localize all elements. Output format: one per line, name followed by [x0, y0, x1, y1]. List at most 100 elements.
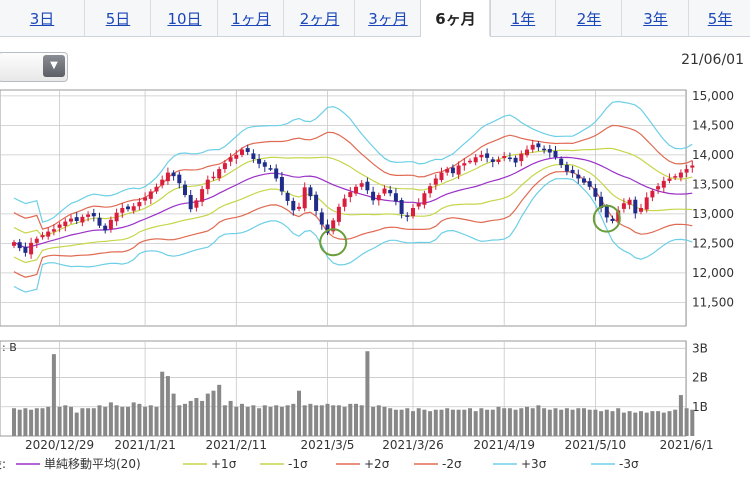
tab-period-10[interactable]: 5年	[688, 0, 750, 36]
volume-bar	[165, 376, 170, 436]
volume-bar	[12, 408, 16, 436]
volume-bar	[297, 390, 301, 436]
candle-body	[468, 160, 472, 163]
tab-period-8[interactable]: 2年	[555, 0, 622, 36]
tab-period-5[interactable]: 3ヶ月	[354, 0, 421, 36]
volume-bar	[251, 405, 256, 436]
volume-bar	[17, 409, 22, 436]
candle-body	[650, 190, 655, 198]
volume-bar	[496, 406, 501, 436]
candle-body	[559, 158, 564, 165]
volume-bar	[51, 354, 56, 436]
minus-3-sigma-line	[13, 177, 693, 293]
volume-bar	[416, 408, 421, 436]
volume-bar	[148, 405, 153, 436]
candle-body	[120, 208, 125, 213]
volume-bar	[490, 409, 495, 436]
volume-bar	[667, 411, 672, 436]
candle-body	[525, 149, 529, 156]
volume-bar	[63, 405, 68, 436]
volume-bar	[97, 405, 102, 436]
volume-bar	[205, 393, 210, 436]
volume-bar	[137, 403, 142, 436]
volume-bar	[450, 409, 455, 436]
candle-body	[450, 167, 455, 174]
candle-body	[684, 169, 689, 173]
candle-body	[405, 215, 410, 217]
moving-average-line	[13, 156, 693, 249]
candle-body	[325, 224, 330, 233]
volume-bar	[547, 409, 552, 436]
volume-bar	[120, 406, 125, 436]
candle-body	[359, 183, 364, 187]
candle-body	[171, 172, 176, 177]
volume-bar	[473, 411, 478, 436]
volume-bar	[616, 408, 621, 436]
price-tick-label: 14,500	[692, 118, 734, 132]
candle-body	[245, 148, 250, 152]
tab-period-3[interactable]: 1ヶ月	[217, 0, 284, 36]
volume-bar	[604, 409, 609, 436]
tab-period-9[interactable]: 3年	[621, 0, 689, 36]
candle-body	[462, 163, 467, 166]
candle-body	[40, 235, 45, 238]
tab-period-2[interactable]: 10日	[150, 0, 218, 36]
volume-bar	[302, 405, 307, 436]
volume-tick-label: 3B	[692, 341, 708, 355]
candle-body	[23, 246, 28, 253]
date-tick-label: 2021/6/1	[660, 438, 714, 452]
chart-settings-dropdown[interactable]: ▼	[0, 52, 68, 82]
legend-prefix: 設:	[0, 456, 6, 471]
volume-bar	[331, 405, 336, 436]
volume-bar	[650, 411, 655, 436]
candle-body	[439, 172, 444, 180]
candle-body	[411, 208, 415, 217]
volume-bar	[228, 400, 233, 436]
tab-period-4[interactable]: 2ヶ月	[283, 0, 355, 36]
volume-bar	[690, 409, 695, 436]
volume-bar	[103, 406, 108, 436]
candle-body	[382, 188, 387, 194]
candle-body	[342, 198, 347, 207]
volume-bar	[23, 408, 28, 436]
volume-bar	[485, 409, 490, 436]
date-tick-label: 2021/4/19	[473, 438, 535, 452]
tab-period-6[interactable]: 6ヶ月	[420, 0, 491, 37]
candle-body	[673, 176, 678, 178]
volume-bar	[126, 406, 130, 436]
volume-bar	[143, 406, 148, 436]
candle-body	[399, 200, 404, 214]
volume-bar	[69, 406, 73, 436]
volume-bar	[644, 412, 649, 436]
candle-body	[17, 242, 22, 249]
candle-body	[365, 181, 370, 191]
candle-body	[416, 203, 421, 207]
highlight-circle	[592, 204, 621, 233]
candle-body	[639, 208, 643, 212]
tab-period-7[interactable]: 1年	[489, 0, 556, 36]
candle-body	[34, 238, 39, 243]
candle-body	[57, 224, 62, 228]
volume-bar	[80, 408, 85, 436]
candle-body	[183, 184, 187, 196]
volume-bar	[86, 408, 91, 436]
candle-body	[285, 192, 290, 201]
candle-body	[308, 187, 313, 197]
volume-bar	[564, 408, 569, 436]
legend-label: -3σ	[619, 457, 639, 471]
volume-bar	[502, 408, 507, 436]
volume-bar	[433, 409, 438, 436]
volume-bar	[217, 384, 222, 436]
candle-body	[371, 191, 376, 201]
tab-period-0[interactable]: 3日	[29, 10, 55, 28]
volume-bar	[536, 405, 541, 436]
candle-body	[604, 206, 609, 218]
volume-bar	[279, 406, 284, 436]
candle-body	[667, 178, 672, 181]
volume-bar	[131, 402, 136, 436]
candle-body	[513, 157, 518, 163]
candle-body	[80, 216, 85, 223]
candle-body	[143, 197, 148, 201]
tab-period-1[interactable]: 5日	[84, 0, 151, 36]
triangle-down-icon[interactable]: ▼	[43, 55, 65, 77]
